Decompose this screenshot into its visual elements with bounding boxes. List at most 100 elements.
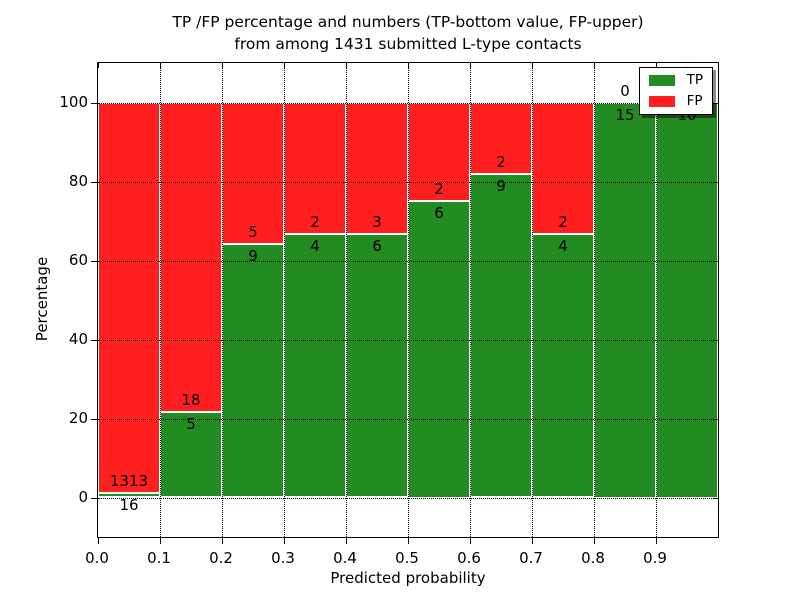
x-gridline: [160, 63, 161, 537]
fp-count-label: 5: [248, 222, 258, 241]
legend: TP FP: [638, 67, 713, 115]
x-axis-label: Predicted probability: [330, 569, 486, 587]
x-gridline: [594, 63, 595, 537]
x-tick-mark-top: [160, 63, 161, 68]
tp-count-label: 6: [372, 237, 382, 256]
legend-swatch-icon: [648, 96, 675, 107]
x-tick-label: 0.6: [457, 549, 481, 567]
tp-bar-segment: [532, 234, 594, 498]
tp-bar-segment: [284, 234, 346, 498]
chart-title-line1: TP /FP percentage and numbers (TP-bottom…: [172, 13, 644, 31]
y-tick-label: 80: [68, 171, 88, 190]
fp-count-label: 18: [181, 390, 201, 409]
x-tick-label: 0.5: [395, 549, 419, 567]
legend-item: FP: [648, 93, 703, 109]
fp-bar-segment: [98, 102, 160, 493]
legend-label: FP: [686, 93, 703, 109]
y-tick-mark-right: [713, 260, 718, 262]
y-tick-mark: [91, 497, 97, 499]
y-tick-label: 40: [68, 329, 88, 348]
x-gridline: [408, 63, 409, 537]
tp-bar-segment: [594, 102, 656, 498]
x-tick-mark-top: [284, 63, 285, 68]
tp-count-label: 4: [558, 237, 568, 256]
tp-count-label: 9: [496, 177, 506, 196]
y-tick-mark-right: [713, 181, 718, 183]
tp-count-label: 4: [310, 237, 320, 256]
x-gridline: [656, 63, 657, 537]
y-tick-mark-right: [713, 339, 718, 341]
y-tick-label: 100: [59, 92, 88, 111]
tp-count-label: 5: [186, 414, 196, 433]
tp-count-label: 16: [119, 495, 139, 514]
fp-count-label: 1313: [109, 471, 149, 490]
tp-bar-segment: [222, 243, 284, 498]
x-tick-label: 0.7: [519, 549, 543, 567]
fp-count-label: 2: [558, 213, 568, 232]
x-tick-mark-top: [656, 63, 657, 68]
y-tick-label: 20: [68, 408, 88, 427]
x-tick-label: 0.4: [333, 549, 357, 567]
tp-bar-segment: [408, 201, 470, 498]
x-tick-label: 0.3: [271, 549, 295, 567]
y-tick-label: 0: [78, 487, 88, 506]
fp-bar-segment: [346, 102, 408, 235]
y-tick-mark: [91, 102, 97, 104]
x-tick-mark-top: [98, 63, 99, 68]
x-tick-label: 0.0: [85, 549, 109, 567]
x-tick-mark-top: [346, 63, 347, 68]
x-tick-mark-top: [408, 63, 409, 68]
tp-count-label: 15: [615, 105, 635, 124]
x-tick-label: 0.1: [147, 549, 171, 567]
y-tick-mark: [91, 260, 97, 262]
fp-bar-segment: [470, 102, 532, 175]
x-gridline: [470, 63, 471, 537]
tp-bar-segment: [98, 492, 160, 498]
chart-title: TP /FP percentage and numbers (TP-bottom…: [97, 11, 719, 55]
x-tick-mark: [656, 538, 657, 544]
fp-count-label: 2: [310, 213, 320, 232]
x-tick-mark: [470, 538, 471, 544]
x-tick-mark: [160, 538, 161, 544]
fp-count-label: 3: [372, 213, 382, 232]
x-tick-label: 0.8: [581, 549, 605, 567]
tp-count-label: 6: [434, 204, 444, 223]
y-tick-mark-right: [713, 102, 718, 104]
tp-bar-segment: [470, 174, 532, 498]
fp-bar-segment: [532, 102, 594, 235]
x-tick-label: 0.2: [209, 549, 233, 567]
x-tick-mark: [98, 538, 99, 544]
y-tick-label: 60: [68, 250, 88, 269]
fp-count-label: 2: [434, 180, 444, 199]
y-tick-mark-right: [713, 418, 718, 420]
y-tick-mark: [91, 418, 97, 420]
tp-bar-segment: [346, 234, 408, 498]
fp-count-label: 2: [496, 153, 506, 172]
y-tick-mark-right: [713, 497, 718, 499]
x-gridline: [532, 63, 533, 537]
y-tick-mark: [91, 181, 97, 183]
tp-bar-segment: [656, 102, 718, 498]
x-gridline: [222, 63, 223, 537]
x-gridline: [284, 63, 285, 537]
x-tick-mark: [346, 538, 347, 544]
x-tick-mark-top: [470, 63, 471, 68]
legend-label: TP: [686, 72, 703, 88]
x-gridline: [346, 63, 347, 537]
legend-swatch-icon: [648, 75, 675, 86]
legend-item: TP: [648, 72, 703, 88]
tp-count-label: 9: [248, 246, 258, 265]
fp-bar-segment: [160, 102, 222, 412]
x-tick-mark: [594, 538, 595, 544]
x-tick-mark: [222, 538, 223, 544]
x-tick-mark: [284, 538, 285, 544]
x-tick-mark-top: [222, 63, 223, 68]
x-tick-label: 0.9: [643, 549, 667, 567]
chart-title-line2: from among 1431 submitted L-type contact…: [234, 35, 582, 53]
x-tick-mark: [408, 538, 409, 544]
fp-count-label: 0: [620, 81, 630, 100]
x-tick-mark-top: [532, 63, 533, 68]
y-tick-mark: [91, 339, 97, 341]
